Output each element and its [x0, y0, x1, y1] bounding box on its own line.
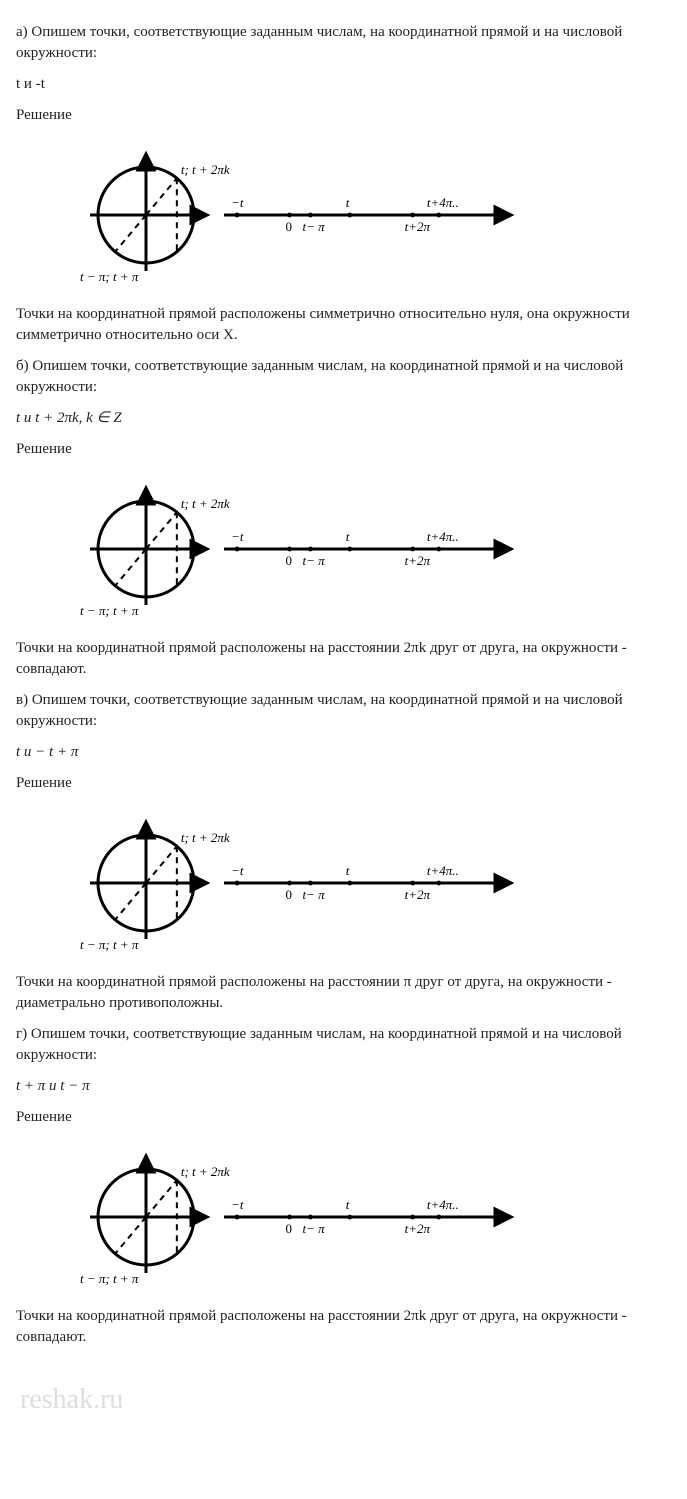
- section-c-figure: t; t + 2πk t − π; t + π −t 0 t− π t t+4π.. t+2π: [76, 808, 671, 958]
- section-b-solution-label: Решение: [16, 439, 671, 460]
- svg-text:t− π: t− π: [302, 1221, 325, 1236]
- svg-text:−t: −t: [231, 1197, 244, 1212]
- section-a-conclusion: Точки на координатной прямой расположены…: [16, 304, 671, 346]
- svg-text:t+2π: t+2π: [405, 219, 431, 234]
- section-a-figure: t; t + 2πk t − π; t + π −t 0 t− π t t+4π.. t+2π: [76, 140, 671, 290]
- svg-text:t − π; t + π: t − π; t + π: [80, 937, 139, 952]
- svg-text:t; t + 2πk: t; t + 2πk: [181, 830, 230, 845]
- section-a-given: t и -t: [16, 74, 671, 95]
- svg-text:t+2π: t+2π: [405, 553, 431, 568]
- section-b-conclusion: Точки на координатной прямой расположены…: [16, 638, 671, 680]
- svg-text:t: t: [346, 863, 350, 878]
- svg-text:t: t: [346, 195, 350, 210]
- section-c-conclusion: Точки на координатной прямой расположены…: [16, 972, 671, 1014]
- svg-text:0: 0: [286, 219, 293, 234]
- watermark: reshak.ru: [20, 1380, 123, 1419]
- section-d-figure: t; t + 2πk t − π; t + π −t 0 t− π t t+4π.. t+2π: [76, 1142, 671, 1292]
- svg-text:t+2π: t+2π: [405, 1221, 431, 1236]
- section-a-solution-label: Решение: [16, 105, 671, 126]
- svg-text:0: 0: [286, 553, 293, 568]
- section-b-intro: б) Опишем точки, соответствующие заданны…: [16, 356, 671, 398]
- section-d-given: t + π и t − π: [16, 1076, 671, 1097]
- svg-text:t − π; t + π: t − π; t + π: [80, 1271, 139, 1286]
- section-d-solution-label: Решение: [16, 1107, 671, 1128]
- svg-text:t− π: t− π: [302, 887, 325, 902]
- svg-text:t; t + 2πk: t; t + 2πk: [181, 496, 230, 511]
- svg-text:t; t + 2πk: t; t + 2πk: [181, 1164, 230, 1179]
- svg-text:t − π; t + π: t − π; t + π: [80, 603, 139, 618]
- svg-text:t: t: [346, 1197, 350, 1212]
- svg-text:t+4π..: t+4π..: [427, 529, 459, 544]
- section-d-conclusion: Точки на координатной прямой расположены…: [16, 1306, 671, 1348]
- svg-text:0: 0: [286, 1221, 293, 1236]
- section-b-given: t и t + 2πk, k ∈ Z: [16, 408, 671, 429]
- svg-text:−t: −t: [231, 195, 244, 210]
- svg-text:t+4π..: t+4π..: [427, 1197, 459, 1212]
- svg-text:t − π; t + π: t − π; t + π: [80, 269, 139, 284]
- svg-text:t− π: t− π: [302, 553, 325, 568]
- svg-text:t− π: t− π: [302, 219, 325, 234]
- section-c-intro: в) Опишем точки, соответствующие заданны…: [16, 690, 671, 732]
- svg-text:t+2π: t+2π: [405, 887, 431, 902]
- section-a-intro: а) Опишем точки, соответствующие заданны…: [16, 22, 671, 64]
- section-c-solution-label: Решение: [16, 773, 671, 794]
- svg-text:t; t + 2πk: t; t + 2πk: [181, 162, 230, 177]
- svg-text:t+4π..: t+4π..: [427, 863, 459, 878]
- section-c-given: t и − t + π: [16, 742, 671, 763]
- svg-text:t+4π..: t+4π..: [427, 195, 459, 210]
- section-b-figure: t; t + 2πk t − π; t + π −t 0 t− π t t+4π.. t+2π: [76, 474, 671, 624]
- section-d-intro: г) Опишем точки, соответствующие заданны…: [16, 1024, 671, 1066]
- svg-text:−t: −t: [231, 863, 244, 878]
- svg-text:0: 0: [286, 887, 293, 902]
- svg-text:−t: −t: [231, 529, 244, 544]
- svg-text:t: t: [346, 529, 350, 544]
